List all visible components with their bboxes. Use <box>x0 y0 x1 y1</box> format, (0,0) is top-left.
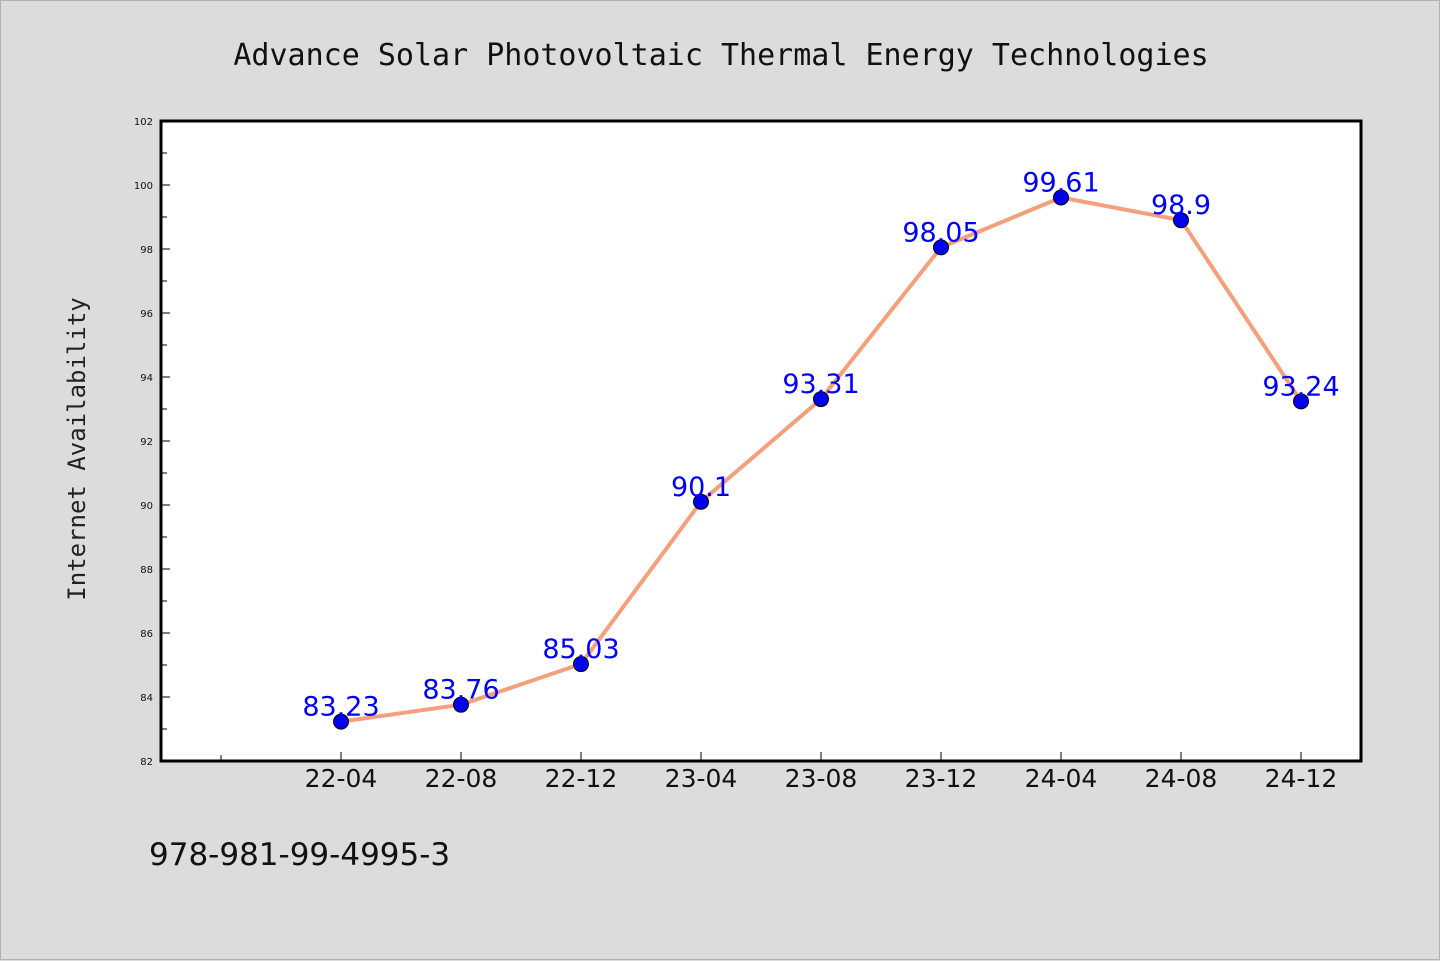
data-point-marker <box>333 713 349 730</box>
data-point-marker <box>453 696 469 713</box>
x-tick-label: 22-12 <box>545 764 618 793</box>
y-tick-label: 84 <box>140 693 153 704</box>
data-point-marker <box>933 239 949 256</box>
data-point-marker <box>693 493 709 510</box>
data-point-marker <box>1053 189 1069 206</box>
x-tick-label: 24-12 <box>1265 764 1338 793</box>
data-point-label: 93.24 <box>1262 371 1339 402</box>
x-tick-label: 23-12 <box>905 764 978 793</box>
plot-area <box>159 119 1363 763</box>
x-tick-label: 24-04 <box>1025 764 1098 793</box>
y-tick-label: 94 <box>140 373 153 384</box>
y-tick-label: 88 <box>140 565 153 576</box>
data-point-label: 83.23 <box>302 692 379 723</box>
data-point-label: 85.03 <box>542 634 619 665</box>
data-point-label: 90.1 <box>671 472 731 503</box>
data-point-marker <box>573 656 589 673</box>
data-point-label: 98.9 <box>1151 190 1211 221</box>
data-point-marker <box>813 391 829 408</box>
data-point-marker <box>1173 212 1189 229</box>
x-tick-label: 23-08 <box>785 764 858 793</box>
y-tick-label: 90 <box>140 501 153 512</box>
x-axis: 22-04 22-08 22-12 23-04 23-08 23-12 24-04 24-08… <box>220 752 1338 793</box>
data-point-label: 93.31 <box>782 369 859 400</box>
x-tick-label: 23-04 <box>665 764 738 793</box>
x-tick-label: 24-08 <box>1145 764 1218 793</box>
y-tick-label: 96 <box>140 309 153 320</box>
y-axis: 82 84 86 88 90 92 94 96 98 100 102 <box>134 117 170 768</box>
data-point-marker <box>1293 393 1309 410</box>
y-tick-label: 86 <box>140 629 153 640</box>
y-tick-label: 102 <box>134 117 153 128</box>
chart-title: Advance Solar Photovoltaic Thermal Energ… <box>233 38 1208 73</box>
data-point-label: 98.05 <box>902 217 979 248</box>
data-point-label: 99.61 <box>1022 167 1099 198</box>
x-tick-label: 22-08 <box>425 764 498 793</box>
x-tick-label: 22-04 <box>305 764 378 793</box>
y-tick-label: 100 <box>134 181 153 192</box>
y-tick-label: 82 <box>140 757 153 768</box>
y-tick-label: 92 <box>140 437 153 448</box>
y-axis-label: Internet Availability <box>63 297 91 600</box>
isbn-footnote: 978-981-99-4995-3 <box>149 837 450 873</box>
series-group: 83.23 83.76 85.03 90.1 93.31 98.05 99.61 98.9 93… <box>302 167 1340 730</box>
y-tick-label: 98 <box>140 245 153 256</box>
data-point-label: 83.76 <box>422 675 499 706</box>
